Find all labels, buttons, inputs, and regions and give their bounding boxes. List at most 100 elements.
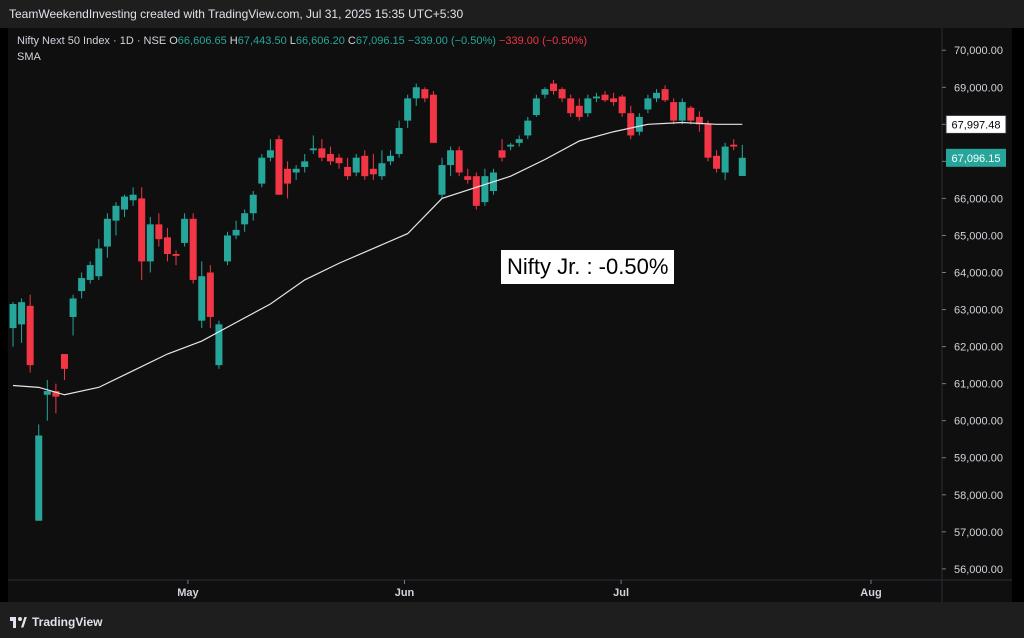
candle-body (43, 391, 51, 395)
y-tick-label: 62,000.00 (954, 342, 1003, 354)
chart-credit: TeamWeekendInvesting created with Tradin… (9, 7, 464, 21)
y-tick-label: 61,000.00 (954, 379, 1003, 391)
sma-price-label: 67,997.48 (952, 119, 1001, 131)
candle-body (472, 176, 480, 206)
candle-body (284, 168, 292, 184)
sma-line (12, 121, 743, 396)
candle-body (635, 116, 643, 132)
x-tick-label: Aug (860, 587, 881, 599)
candle-body (481, 176, 489, 203)
candle-body (112, 205, 120, 221)
close-value: 67,096.15 (355, 35, 405, 47)
candle-body (121, 196, 129, 210)
bottom-bar (0, 602, 1024, 638)
candle-body (69, 298, 77, 317)
close-label: C (347, 35, 356, 47)
candle-body (584, 98, 592, 114)
candle-body (146, 224, 154, 262)
candle-body (369, 168, 377, 175)
candle-body (60, 354, 68, 369)
candle-body (258, 157, 266, 184)
candle-body (155, 224, 163, 240)
candle-body (515, 139, 523, 143)
symbol-name[interactable]: Nifty Next 50 Index · 1D · NSE (17, 35, 167, 47)
candle-body (172, 253, 180, 256)
symbol-legend[interactable]: Nifty Next 50 Index · 1D · NSE O66,606.6… (17, 35, 587, 47)
candle-body (361, 155, 369, 177)
candle-body (455, 150, 463, 173)
candle-body (249, 194, 257, 214)
candle-body (129, 194, 137, 201)
candle-body (412, 87, 420, 99)
high-label: H (229, 35, 238, 47)
candle-body (730, 144, 738, 147)
candle-body (395, 128, 403, 154)
last-price-label: 67,096.15 (952, 153, 1001, 165)
candle-body (618, 96, 626, 114)
candle-body (627, 113, 635, 136)
x-tick-label: Jun (395, 587, 415, 599)
x-tick-label: Jul (613, 587, 629, 599)
candle-body (438, 165, 446, 195)
candle-body (292, 168, 300, 173)
candle-body (661, 89, 669, 101)
y-tick-label: 66,000.00 (954, 193, 1003, 205)
chart-pane[interactable] (8, 28, 1012, 602)
top-bar: TeamWeekendInvesting created with Tradin… (0, 0, 1024, 28)
candle-body (387, 155, 395, 162)
candle-body (592, 96, 600, 99)
candle-body (687, 107, 695, 121)
candle-body (163, 237, 171, 254)
candle-body (189, 218, 197, 280)
change-value: −339.00 (−0.50%) (407, 35, 496, 47)
y-tick-label: 56,000.00 (954, 564, 1003, 576)
candle-body (524, 120, 532, 136)
change-annotation: Nifty Jr. : -0.50% (501, 250, 675, 284)
candle-body (223, 235, 231, 262)
candle-body (344, 166, 352, 177)
candle-body (86, 265, 94, 280)
candle-body (567, 98, 575, 114)
open-label: O (169, 35, 178, 47)
y-tick-label: 64,000.00 (954, 268, 1003, 280)
open-value: 66,606.65 (177, 35, 227, 47)
candle-body (78, 278, 86, 292)
y-tick-label: 63,000.00 (954, 305, 1003, 317)
y-tick-label: 59,000.00 (954, 453, 1003, 465)
candle-body (421, 89, 429, 99)
candle-body (266, 150, 274, 158)
candle-body (575, 105, 583, 117)
candle-body (232, 229, 240, 236)
candle-body (52, 391, 60, 397)
candle-body (550, 83, 558, 91)
y-tick-label: 69,000.00 (954, 82, 1003, 94)
candle-body (447, 150, 455, 166)
candle-body (507, 144, 515, 147)
sma-legend[interactable]: SMA (17, 51, 41, 63)
candle-body (26, 305, 34, 366)
candle-body (644, 98, 652, 110)
candle-body (103, 218, 111, 247)
tradingview-logo[interactable]: TradingView (10, 615, 102, 629)
candle-body (498, 150, 506, 158)
candle-body (610, 98, 618, 103)
candle-body (326, 153, 334, 162)
candle-body (335, 157, 343, 164)
candle-body (670, 102, 678, 121)
tradingview-brand: TradingView (32, 615, 103, 629)
candle-body (678, 102, 686, 121)
candle-body (9, 304, 17, 329)
candle-body (18, 302, 26, 325)
x-tick-label: May (177, 587, 199, 599)
tradingview-logo-icon (10, 616, 27, 628)
candle-body (404, 98, 412, 121)
candle-body (352, 157, 360, 173)
low-label: L (289, 35, 296, 47)
last-price-tag (946, 148, 1006, 167)
candle-body (35, 435, 43, 521)
change-value-secondary: −339.00 (−0.50%) (498, 35, 588, 47)
y-tick-label: 65,000.00 (954, 230, 1003, 242)
sma-price-tag (945, 114, 1007, 134)
candle-body (309, 148, 317, 151)
